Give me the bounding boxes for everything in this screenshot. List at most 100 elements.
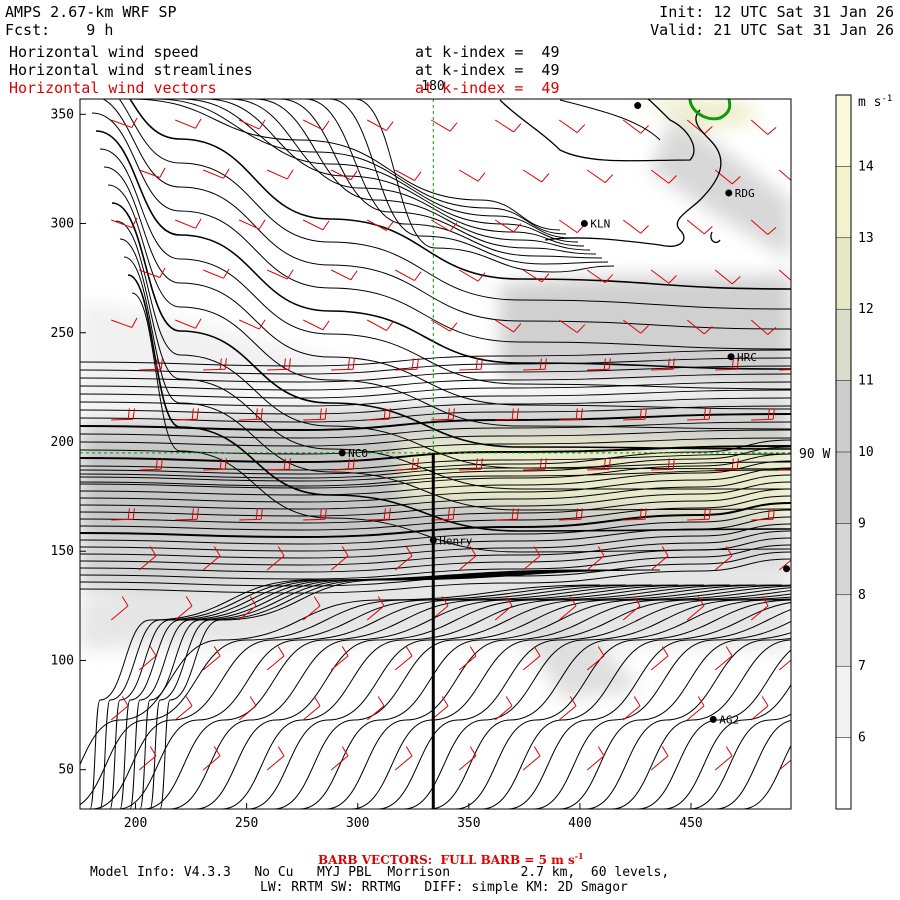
wind-barb — [266, 269, 288, 280]
wind-barb — [203, 269, 224, 279]
wind-barb — [430, 119, 451, 132]
wind-barb-flag — [772, 508, 775, 520]
wind-barb — [202, 755, 221, 771]
wind-barb — [495, 518, 518, 521]
streamline — [159, 569, 661, 809]
wind-barb-flag — [736, 358, 739, 370]
streamline — [354, 99, 615, 273]
wind-barb-flag — [195, 318, 202, 329]
wind-barb-flag — [604, 274, 614, 283]
wind-barb — [366, 319, 387, 331]
wind-barb-flag — [288, 458, 291, 470]
wind-barb-flag — [796, 458, 797, 469]
streamline — [80, 544, 791, 580]
wind-barb — [750, 119, 769, 135]
y-tick-label: 250 — [51, 326, 74, 341]
wind-barb-flag — [661, 746, 669, 757]
wind-barb-flag — [223, 268, 230, 279]
streamline — [80, 349, 791, 367]
wind-barb-flag — [772, 408, 775, 420]
wind-barb-flag — [383, 508, 386, 520]
map-frame — [79, 98, 792, 810]
wind-barb — [586, 555, 605, 571]
wind-barb-flag — [350, 270, 358, 281]
wind-barb — [559, 418, 582, 421]
station-label: NCO — [348, 447, 368, 460]
wind-barb — [202, 555, 221, 571]
wind-barb-flag — [703, 226, 713, 235]
wind-barb-flag — [386, 221, 394, 231]
wind-barb-flag — [322, 120, 330, 131]
wind-barb-flag — [731, 458, 734, 470]
streamline — [377, 596, 791, 809]
x-tick-label: 350 — [457, 816, 480, 831]
wind-barb — [203, 468, 226, 471]
wind-barb-flag — [324, 508, 327, 520]
wind-barb — [458, 269, 479, 282]
streamline — [351, 593, 791, 809]
wind-barb-flag — [449, 322, 458, 332]
colorbar-tick-label: 11 — [858, 374, 874, 389]
y-tick-label: 100 — [51, 653, 74, 668]
streamline — [80, 481, 791, 517]
wind-barb — [778, 659, 791, 671]
wind-barb — [522, 169, 542, 183]
streamline — [127, 274, 791, 532]
wind-barb — [650, 755, 669, 771]
wind-barb-flag — [223, 168, 230, 179]
wind-barb — [650, 555, 669, 571]
streamline — [91, 112, 791, 350]
wind-barb — [650, 269, 670, 284]
wind-barb — [267, 368, 290, 371]
wind-barb — [622, 319, 642, 334]
wind-barb-flag — [127, 508, 130, 520]
wind-barb — [558, 705, 577, 721]
colorbar-bin — [836, 452, 851, 524]
wind-barb-flag — [416, 458, 419, 470]
colorbar-tick-label: 12 — [858, 302, 874, 317]
streamline — [80, 405, 791, 423]
map-title: AMPS 2.67-km WRF SP — [5, 3, 177, 21]
wind-barb — [330, 655, 349, 671]
station-label: AG2 — [719, 713, 739, 726]
wind-barb — [331, 468, 354, 471]
wind-barb-flag — [708, 408, 711, 420]
wind-barb-flag — [414, 171, 422, 181]
wind-barb-flag — [725, 646, 733, 657]
streamline — [80, 516, 791, 552]
wind-barb-flag — [319, 508, 322, 520]
wind-barb-flag — [441, 596, 449, 607]
wind-barb — [558, 319, 578, 334]
streamline — [637, 649, 791, 809]
wind-barb-flag — [377, 596, 385, 607]
wind-barb-flag — [352, 358, 355, 370]
wind-barb-flag — [149, 546, 157, 557]
wind-barb-flag — [575, 508, 578, 520]
colorbar-tick-label: 7 — [858, 659, 866, 674]
streamline — [80, 461, 791, 479]
wind-barb-flag — [736, 458, 739, 470]
streamline — [585, 637, 791, 809]
wind-barb-flag — [575, 408, 578, 420]
wind-barb-flag — [801, 358, 802, 369]
wind-barb — [367, 518, 390, 521]
wind-barb — [750, 605, 769, 621]
wind-barb-flag — [533, 546, 541, 557]
streamline — [123, 256, 791, 511]
wind-barb — [138, 555, 157, 571]
streamline — [117, 584, 679, 809]
wind-barb — [650, 655, 669, 671]
colorbar-bin — [836, 380, 851, 452]
wind-barb — [303, 418, 326, 421]
wind-barb — [687, 518, 710, 521]
wind-barb — [138, 655, 157, 671]
wind-barb — [587, 468, 610, 471]
wind-barb — [558, 219, 578, 234]
streamlines — [80, 99, 791, 809]
wind-barb-flag — [477, 272, 486, 282]
streamline — [429, 599, 791, 809]
streamline — [80, 373, 791, 391]
wind-barb — [778, 559, 791, 571]
x-tick-label: 400 — [568, 816, 591, 831]
wind-barb-flag — [761, 596, 769, 607]
